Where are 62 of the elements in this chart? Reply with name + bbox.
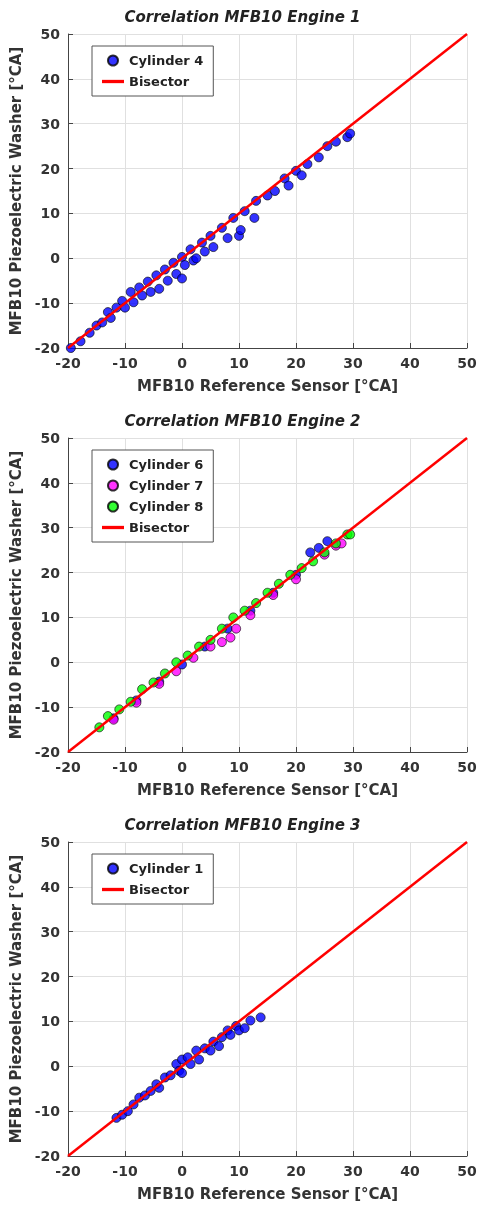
legend-label: Cylinder 8 — [129, 499, 204, 514]
x-tick-label: 50 — [457, 1163, 477, 1179]
x-axis-title: MFB10 Reference Sensor [°CA] — [137, 376, 398, 395]
chart-title: Correlation MFB10 Engine 2 — [124, 411, 361, 430]
y-axis-title: MFB10 Piezoelectric Washer [°CA] — [7, 450, 26, 740]
y-tick-label: 20 — [40, 968, 61, 985]
legend-label: Cylinder 1 — [129, 861, 204, 876]
y-tick-label: 40 — [40, 878, 61, 895]
x-tick-label: 40 — [400, 355, 420, 371]
x-tick-label: 40 — [400, 1163, 420, 1179]
y-tick-label: 30 — [40, 519, 61, 536]
y-axis-title: MFB10 Piezoelectric Washer [°CA] — [7, 46, 26, 336]
x-tick-label: 30 — [343, 355, 363, 371]
x-tick-label: 50 — [457, 355, 477, 371]
y-tick-label: 20 — [40, 564, 61, 581]
y-tick-label: 30 — [40, 923, 61, 940]
y-tick-label: 20 — [40, 160, 61, 177]
x-tick-label: 10 — [229, 355, 249, 371]
y-tick-label: 0 — [50, 654, 61, 671]
x-axis-title: MFB10 Reference Sensor [°CA] — [137, 1184, 398, 1203]
y-tick-label: 0 — [50, 1058, 61, 1075]
legend-label: Bisector — [129, 520, 190, 535]
legend-label: Cylinder 7 — [129, 478, 204, 493]
y-tick-label: -20 — [34, 340, 61, 356]
x-tick-label: 30 — [343, 759, 363, 775]
legend-label: Bisector — [129, 882, 190, 897]
y-tick-label: 10 — [40, 609, 61, 626]
x-tick-label: 20 — [286, 355, 306, 371]
y-tick-label: -20 — [34, 1148, 61, 1164]
x-tick-label: 10 — [229, 1163, 249, 1179]
legend-label: Bisector — [129, 74, 190, 89]
x-tick-label: 0 — [177, 1163, 188, 1179]
x-axis-title: MFB10 Reference Sensor [°CA] — [137, 780, 398, 799]
x-tick-label: 20 — [286, 759, 306, 775]
x-tick-label: -10 — [112, 355, 138, 371]
x-tick-label: 0 — [177, 355, 188, 371]
x-tick-label: 10 — [229, 759, 249, 775]
y-tick-label: -10 — [34, 295, 61, 312]
y-tick-label: 50 — [40, 26, 61, 42]
x-tick-label: 50 — [457, 759, 477, 775]
chart-title: Correlation MFB10 Engine 1 — [124, 7, 361, 26]
x-tick-label: 20 — [286, 1163, 306, 1179]
legend-label: Cylinder 4 — [129, 53, 204, 68]
x-tick-label: 0 — [177, 759, 188, 775]
y-tick-label: 40 — [40, 70, 61, 87]
legend-label: Cylinder 6 — [129, 457, 204, 472]
y-tick-label: 10 — [40, 205, 61, 222]
x-tick-label: 30 — [343, 1163, 363, 1179]
y-tick-label: 50 — [40, 430, 61, 446]
y-tick-label: 10 — [40, 1013, 61, 1030]
x-tick-label: -10 — [112, 1163, 138, 1179]
y-tick-label: 40 — [40, 474, 61, 491]
y-tick-label: -10 — [34, 1103, 61, 1120]
y-axis-title: MFB10 Piezoelectric Washer [°CA] — [7, 854, 26, 1144]
y-tick-label: 30 — [40, 115, 61, 132]
y-tick-label: 50 — [40, 834, 61, 850]
x-tick-label: 40 — [400, 759, 420, 775]
y-tick-label: -10 — [34, 699, 61, 716]
chart-title: Correlation MFB10 Engine 3 — [124, 815, 361, 834]
y-tick-label: 0 — [50, 250, 61, 267]
y-tick-label: -20 — [34, 744, 61, 760]
x-tick-label: -10 — [112, 759, 138, 775]
